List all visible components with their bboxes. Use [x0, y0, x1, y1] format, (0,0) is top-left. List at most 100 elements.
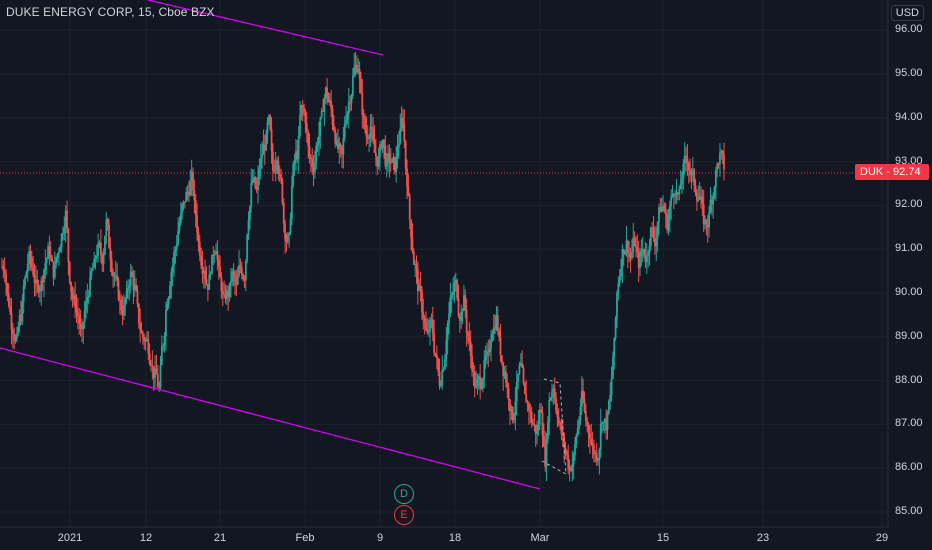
candle-body	[26, 263, 29, 272]
candle-body	[331, 108, 334, 125]
candle-body	[301, 105, 304, 109]
candle-body	[351, 76, 354, 97]
candle-body	[89, 276, 91, 296]
candle-body	[303, 108, 305, 114]
candle-body	[102, 254, 105, 265]
candle-body	[644, 255, 647, 263]
candle-body	[522, 367, 525, 383]
candle-body	[45, 258, 48, 264]
candle-body	[350, 96, 353, 104]
candle-body	[278, 173, 281, 175]
candle-body	[681, 178, 683, 184]
candle-body	[496, 315, 499, 331]
candle-body	[316, 144, 319, 146]
candle-body	[560, 424, 563, 435]
x-tick-label: 29	[875, 532, 889, 544]
candle-body	[98, 242, 101, 244]
currency-button[interactable]: USD	[890, 5, 924, 21]
candle-body	[179, 212, 182, 223]
candle-body	[557, 417, 560, 423]
earnings-marker[interactable]: E	[394, 505, 414, 525]
candle-body	[593, 445, 595, 455]
candle-body	[183, 201, 186, 203]
candle-body	[90, 270, 93, 277]
candle-body	[327, 96, 330, 103]
candle-body	[395, 157, 398, 173]
candle-body	[403, 123, 406, 142]
y-tick-label: 88.00	[895, 373, 923, 386]
candle-body	[272, 151, 274, 171]
candle-body	[6, 284, 9, 294]
candle-body	[356, 64, 358, 73]
candle-body	[645, 255, 648, 263]
candle-body	[701, 197, 704, 204]
candle-body	[68, 262, 71, 282]
dividend-marker[interactable]: D	[394, 484, 414, 504]
candle-body	[587, 424, 590, 434]
candle-body	[208, 275, 211, 290]
candle-body	[437, 358, 440, 372]
candle-body	[197, 231, 200, 243]
candle-body	[71, 291, 74, 300]
candle-body	[430, 319, 433, 321]
candle-body	[586, 420, 589, 425]
candle-body	[362, 115, 365, 117]
candle-body	[314, 162, 316, 173]
candle-body	[220, 277, 223, 292]
candle-body	[293, 160, 296, 164]
candle-body	[500, 355, 503, 363]
price-tag-symbol: DUK	[860, 166, 884, 178]
candle-body	[454, 280, 457, 284]
candle-body	[101, 254, 104, 265]
candle-body	[686, 157, 689, 163]
candle-body	[691, 169, 694, 171]
candle-body	[250, 183, 253, 207]
candle-body	[714, 170, 717, 188]
candle-body	[402, 117, 404, 124]
candle-body	[556, 410, 559, 418]
candle-body	[94, 257, 97, 260]
candle-body	[639, 256, 641, 269]
candle-body	[221, 291, 224, 295]
candle-body	[385, 158, 388, 167]
candle-body	[574, 444, 576, 456]
candle-body	[70, 281, 72, 292]
x-tick-label: 21	[213, 532, 227, 544]
candle-body	[37, 284, 40, 292]
candle-body	[617, 283, 620, 293]
candle-body	[91, 267, 94, 271]
candle-body	[41, 280, 44, 283]
candle-body	[410, 220, 412, 238]
candle-body	[251, 179, 254, 184]
candle-body	[270, 129, 273, 152]
candle-body	[146, 338, 148, 341]
candle-body	[66, 210, 68, 229]
candle-body	[625, 240, 628, 252]
candle-body	[259, 157, 262, 169]
candle-body	[372, 128, 375, 141]
candle-body	[502, 362, 505, 376]
candle-body	[633, 237, 636, 246]
candle-body	[163, 335, 166, 346]
candle-body	[506, 382, 509, 388]
candle-body	[185, 191, 188, 202]
candle-body	[583, 399, 586, 412]
candle-body	[580, 390, 583, 408]
candle-body	[460, 312, 463, 321]
candle-body	[649, 227, 652, 246]
candle-body	[505, 371, 507, 383]
candle-body	[383, 139, 385, 146]
candle-body	[39, 291, 41, 293]
candle-body	[312, 166, 315, 173]
candle-body	[484, 355, 487, 361]
candle-body	[578, 420, 580, 429]
candle-body	[64, 210, 67, 229]
candle-body	[345, 119, 347, 124]
candle-body	[292, 163, 295, 186]
x-tick-label: 18	[448, 532, 462, 544]
candle-body	[521, 363, 524, 368]
candle-body	[160, 346, 163, 366]
candle-body	[536, 430, 538, 435]
candle-body	[449, 297, 452, 314]
